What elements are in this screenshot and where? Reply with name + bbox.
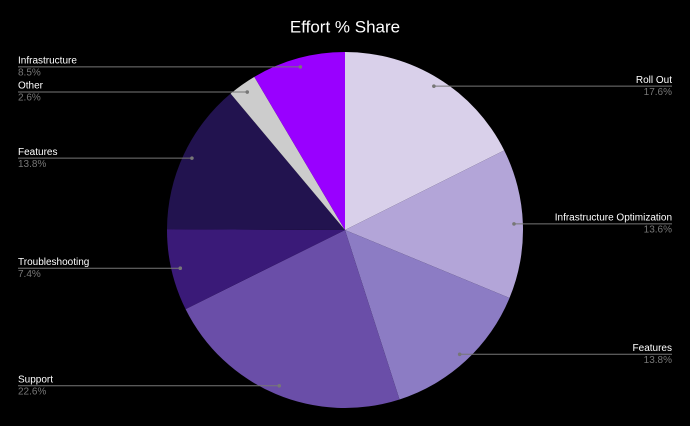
- slice: [230, 76, 345, 230]
- slice: [185, 230, 400, 408]
- label-value: 2.6%: [18, 93, 41, 104]
- label-value: 7.4%: [18, 269, 41, 280]
- label-value: 13.6%: [644, 225, 672, 236]
- leader-dot: [178, 266, 183, 271]
- label-name: Infrastructure: [18, 56, 77, 67]
- label-name: Roll Out: [636, 75, 672, 86]
- leader-dot: [190, 156, 194, 160]
- slice: [254, 52, 345, 230]
- label-value: 8.5%: [18, 68, 41, 79]
- label-value: 22.6%: [18, 386, 46, 397]
- label-name: Features: [18, 147, 57, 158]
- label-value: 17.6%: [644, 87, 672, 98]
- leader-dot: [277, 383, 282, 388]
- label-name: Support: [18, 374, 53, 385]
- label-value: 13.8%: [18, 159, 46, 170]
- slice: [345, 150, 523, 298]
- leader-dot: [245, 90, 250, 94]
- label-name: Troubleshooting: [18, 257, 89, 268]
- slice: [167, 229, 345, 310]
- label-name: Other: [18, 81, 44, 92]
- label-value: 13.8%: [644, 355, 672, 366]
- label-name: Features: [633, 343, 672, 354]
- leader-dot: [512, 222, 516, 226]
- slice: [345, 230, 510, 400]
- label-name: Infrastructure Optimization: [555, 213, 672, 224]
- chart-title: Effort % Share: [290, 17, 400, 36]
- leader-dot: [457, 352, 462, 357]
- slice: [345, 52, 505, 230]
- leader-dot: [298, 65, 303, 69]
- slice: [167, 93, 345, 230]
- leader-dot: [432, 84, 436, 88]
